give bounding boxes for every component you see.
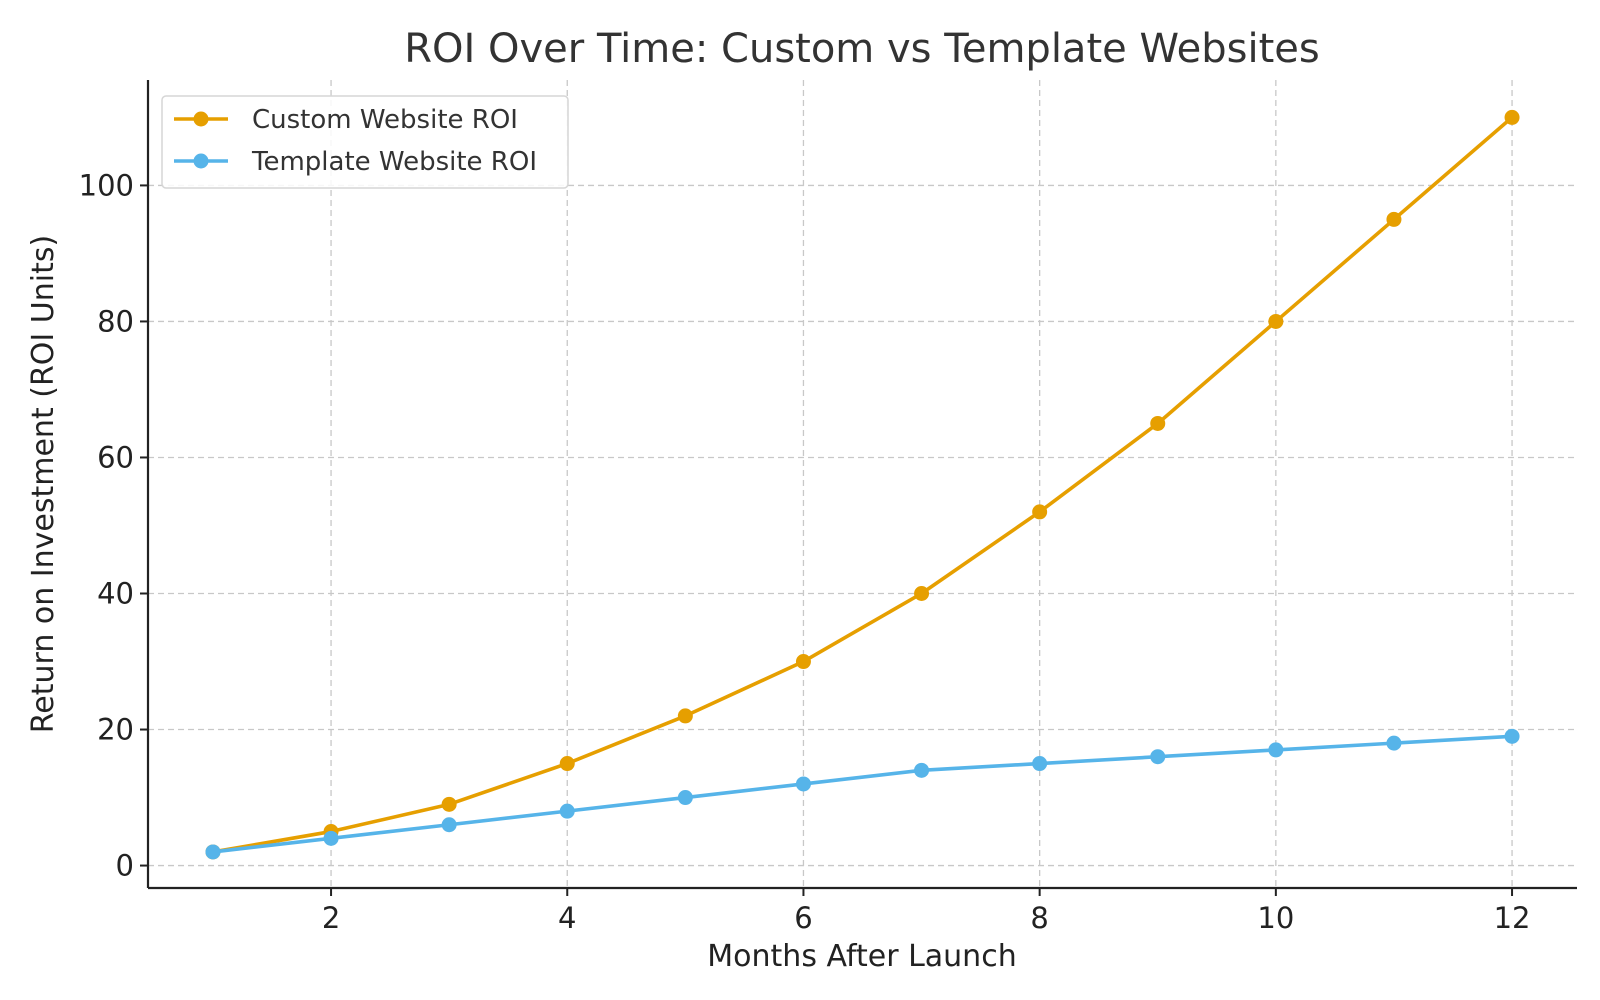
- data-point: [677, 790, 693, 806]
- series-line: [211, 115, 1514, 854]
- x-tick-label: 12: [1494, 901, 1531, 935]
- legend-box: [161, 95, 569, 189]
- x-axis-label: Months After Launch: [707, 939, 1016, 974]
- data-point: [1504, 109, 1520, 125]
- data-point: [795, 654, 811, 670]
- data-point: [1150, 749, 1166, 765]
- data-point: [914, 762, 930, 778]
- data-point: [1386, 735, 1402, 751]
- legend-item: Template Website ROI: [174, 147, 537, 177]
- chart-title: ROI Over Time: Custom vs Template Websit…: [404, 26, 1320, 72]
- x-tick-label: 2: [322, 901, 340, 935]
- legend-label: Template Website ROI: [251, 147, 537, 177]
- y-tick-label: 0: [116, 849, 134, 883]
- x-tick-label: 8: [1030, 901, 1048, 935]
- x-tick-label: 4: [558, 901, 576, 935]
- data-point: [323, 830, 339, 846]
- y-tick-label: 100: [79, 168, 134, 202]
- data-point: [441, 817, 457, 833]
- legend-label: Custom Website ROI: [252, 105, 518, 135]
- legend-swatch-marker: [193, 153, 209, 169]
- y-axis-label: Return on Investment (ROI Units): [26, 235, 61, 733]
- x-tick-label: 6: [794, 901, 812, 935]
- ticks: 2 4 6 8 10 12 0 20 40 60 80 100: [79, 168, 1531, 935]
- data-point: [559, 756, 575, 772]
- y-tick-label: 40: [97, 577, 134, 611]
- data-point: [1032, 504, 1048, 520]
- data-point: [1504, 728, 1520, 744]
- gridlines: [148, 80, 1577, 888]
- axes: [146, 80, 1577, 890]
- x-tick-label: 10: [1257, 901, 1294, 935]
- data-point: [441, 796, 457, 812]
- y-tick-label: 80: [97, 304, 134, 338]
- data-point: [559, 803, 575, 819]
- data-point: [1268, 313, 1284, 329]
- data-point: [795, 776, 811, 792]
- series-line: [211, 734, 1514, 854]
- data-point: [1268, 742, 1284, 758]
- data-point: [205, 844, 221, 860]
- data-point: [1032, 756, 1048, 772]
- y-tick-label: 60: [97, 440, 134, 474]
- legend-item: Custom Website ROI: [174, 105, 518, 135]
- legend-swatch-marker: [193, 111, 209, 127]
- data-point: [1150, 415, 1166, 431]
- data-point: [677, 708, 693, 724]
- data-point: [1386, 211, 1402, 227]
- series-group: [205, 109, 1520, 860]
- series-2: [205, 728, 1520, 860]
- legend: Custom Website ROI Template Website ROI: [161, 95, 569, 189]
- data-point: [914, 586, 930, 602]
- y-tick-label: 20: [97, 713, 134, 747]
